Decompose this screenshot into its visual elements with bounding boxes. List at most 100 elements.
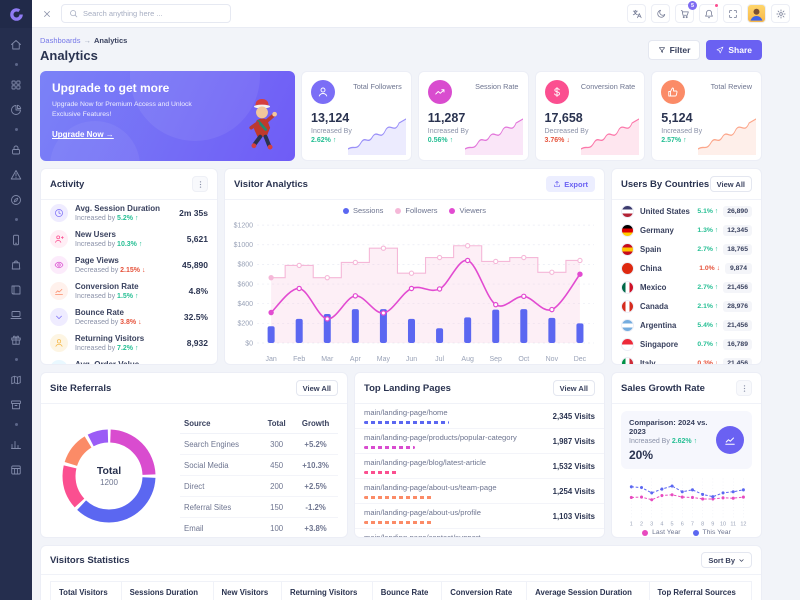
settings-icon[interactable] [771,4,790,23]
search-input[interactable] [83,9,223,18]
sidebar-item-lock[interactable] [4,137,28,162]
notifications-icon[interactable] [699,3,719,23]
trend-arrow: ↑ [332,137,337,144]
breadcrumb-root[interactable]: Dashboards [40,36,81,45]
sidebar-item-laptop[interactable] [4,302,28,327]
stat-sparkline [698,118,756,155]
legend-item-followers[interactable]: Followers [395,206,437,215]
sidebar-item-alert[interactable] [4,162,28,187]
referral-source: Search Engines [180,433,261,455]
phone-icon [10,234,22,246]
country-name: Mexico [640,283,667,292]
activity-label: Bounce Rate [75,308,124,318]
sidebar-item-map[interactable] [4,367,28,392]
referrals-col-header: Source [180,414,261,434]
referral-total: 300 [260,433,294,455]
app-logo[interactable] [0,0,32,28]
sidebar-item-pie[interactable] [4,97,28,122]
topbar: 5 [32,0,800,28]
sidebar-item-gift[interactable] [4,327,28,352]
lock-icon [10,144,22,156]
mascot-illustration [235,93,289,159]
country-value: 21,456 [723,282,752,293]
referral-total: 450 [260,454,294,476]
sales-growth-value: 20% [629,448,654,462]
flag-united-states [621,205,634,218]
dark-mode-icon[interactable] [651,4,670,23]
search-icon [69,9,78,18]
gear-icon [775,8,786,19]
stat-label: Session Rate [475,82,519,91]
referral-total: 150 [260,496,294,518]
flag-germany [621,224,634,237]
visitors-col-header: Sessions Duration [120,581,214,600]
upgrade-now-link[interactable]: Upgrade Now → [52,130,114,140]
user-avatar[interactable] [747,4,766,23]
legend-item-sessions[interactable]: Sessions [342,206,383,215]
share-button[interactable]: Share [706,39,762,60]
legend-item-last-year[interactable]: Last Year [642,529,681,536]
stat-label: Total Review [710,82,752,91]
referral-growth: +10.3% [293,454,338,476]
sidebar-item-archive[interactable] [4,392,28,417]
countries-view-all-button[interactable]: View All [709,176,752,192]
country-row: Argentina 5.4% ↑ 21,456 [612,316,761,335]
sidebar-item-book[interactable] [4,277,28,302]
sales-menu-button[interactable] [736,380,752,396]
sidebar-item-bag[interactable] [4,252,28,277]
stat-value: 17,658 [544,111,583,125]
landing-view-all-button[interactable]: View All [552,380,595,396]
svg-text:8: 8 [701,521,704,527]
stat-direction: Increased By [311,128,352,135]
activity-value: 32.5% [183,312,208,322]
country-delta: 2.7% ↑ [697,284,719,291]
svg-text:$0: $0 [245,340,253,347]
export-button[interactable]: Export [546,176,595,192]
landing-page-bar [364,496,433,499]
sales-chart-button[interactable] [716,426,744,454]
share-icon [716,46,724,54]
referral-growth: -1.2% [293,496,338,518]
sidebar-divider-dot [14,128,18,131]
fullscreen-icon[interactable] [723,4,742,23]
landing-page-path: main/landing-page/about-us/team-page [364,483,497,492]
landing-page-visits: 1,987 Visits [552,436,595,446]
stat-sparkline [347,118,406,155]
country-value: 21,456 [723,358,752,364]
sidebar-item-phone[interactable] [4,227,28,252]
country-row: United States 5.1% ↑ 26,890 [612,202,761,221]
stat-value: 5,124 [661,111,693,125]
upgrade-title: Upgrade to get more [52,81,170,95]
cart-icon[interactable]: 5 [675,1,697,23]
sort-by-button[interactable]: Sort By [701,552,752,568]
stat-label: Conversion Rate [580,82,636,91]
referrals-view-all-button[interactable]: View All [295,380,338,396]
sidebar-item-kanban[interactable] [4,457,28,482]
translate-icon[interactable] [627,4,646,23]
sidebar-item-apps[interactable] [4,72,28,97]
filter-button[interactable]: Filter [647,39,701,60]
topbar-actions: 5 [627,1,790,23]
activity-menu-button[interactable] [192,176,208,192]
svg-text:$800: $800 [237,262,253,269]
trend-icon [434,86,446,98]
sales-summary: Comparison: 2024 vs. 2023 Increased By 2… [621,411,752,469]
sidebar-item-chart[interactable] [4,432,28,457]
legend-item-viewers[interactable]: Viewers [449,206,486,215]
bell-icon [704,9,714,19]
cart-badge: 5 [688,1,697,10]
svg-text:$600: $600 [237,281,253,288]
stat-direction: Increased By [427,128,469,135]
landing-page-bar [364,521,433,524]
sidebar-item-compass[interactable] [4,187,28,212]
kanban-icon [10,464,22,476]
sidebar-item-home[interactable] [4,32,28,57]
referral-growth: +3.8% [304,523,327,533]
legend-item-this-year[interactable]: This Year [692,529,731,536]
landing-page-row: main/landing-page/contact/support 985 Vis… [355,529,604,537]
activity-item: Returning Visitors Increased by 7.2% ↑ 8,9… [41,330,217,356]
close-icon[interactable] [42,9,52,19]
sidebar-divider-dot [14,358,18,361]
referral-source: Social Media [180,454,261,476]
activity-value: 45,890 [182,260,208,270]
